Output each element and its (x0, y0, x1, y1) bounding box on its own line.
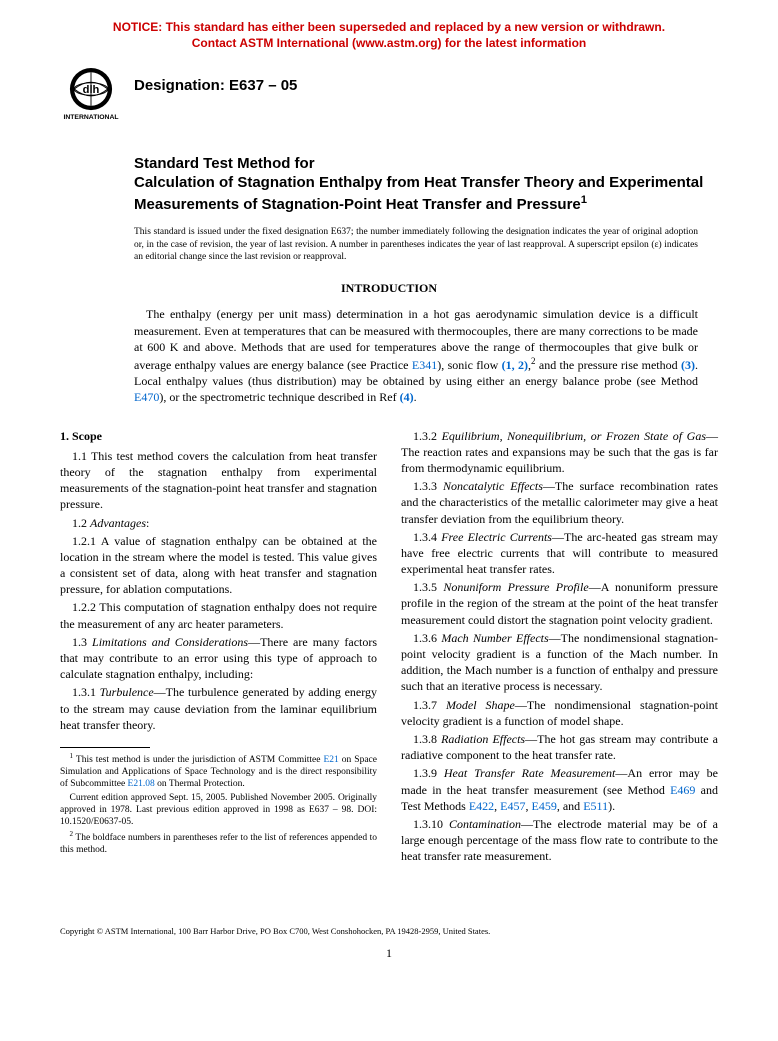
link-e511[interactable]: E511 (583, 799, 608, 813)
left-column: 1. Scope 1.1 This test method covers the… (60, 428, 377, 867)
link-refs12[interactable]: (1, 2) (502, 358, 528, 372)
p12-label: 1.2 (72, 516, 90, 530)
p13-italic: Limitations and Considerations (92, 635, 248, 649)
astm-logo: dlh INTERNATIONAL (60, 63, 122, 125)
footnotes-block: 1 This test method is under the jurisdic… (60, 752, 377, 857)
para-1-3-5: 1.3.5 Nonuniform Pressure Profile—A nonu… (401, 579, 718, 628)
para-1-3-4: 1.3.4 Free Electric Currents—The arc-hea… (401, 529, 718, 578)
title-block: Standard Test Method for Calculation of … (134, 155, 718, 214)
link-ref3[interactable]: (3) (681, 358, 695, 372)
p135-italic: Nonuniform Pressure Profile (443, 580, 588, 594)
para-1-3-2: 1.3.2 Equilibrium, Nonequilibrium, or Fr… (401, 428, 718, 477)
p136-label: 1.3.6 (413, 631, 441, 645)
intro-text-3: and the pressure rise method (536, 358, 681, 372)
right-column: 1.3.2 Equilibrium, Nonequilibrium, or Fr… (401, 428, 718, 867)
link-e21[interactable]: E21 (323, 755, 338, 765)
p137-italic: Model Shape (446, 698, 515, 712)
page-number: 1 (60, 946, 718, 961)
sep3: , and (557, 799, 583, 813)
svg-text:dlh: dlh (83, 84, 100, 96)
p138-italic: Radiation Effects (441, 732, 525, 746)
footnote-1: 1 This test method is under the jurisdic… (60, 752, 377, 791)
para-1-3-7: 1.3.7 Model Shape—The nondimensional sta… (401, 697, 718, 729)
designation-text: Designation: E637 – 05 (134, 63, 297, 94)
para-1-3-3: 1.3.3 Noncatalytic Effects—The surface r… (401, 478, 718, 527)
para-1-3-9: 1.3.9 Heat Transfer Rate Measurement—An … (401, 765, 718, 814)
p139-label: 1.3.9 (413, 766, 444, 780)
p137-label: 1.3.7 (413, 698, 446, 712)
link-e2108[interactable]: E21.08 (128, 779, 155, 789)
para-1-2: 1.2 Advantages: (60, 515, 377, 531)
intro-text-6: . (414, 390, 417, 404)
p133-label: 1.3.3 (413, 479, 443, 493)
link-e469[interactable]: E469 (670, 783, 695, 797)
p13-label: 1.3 (72, 635, 92, 649)
p132-label: 1.3.2 (413, 429, 442, 443)
link-e422[interactable]: E422 (469, 799, 494, 813)
link-e470[interactable]: E470 (134, 390, 159, 404)
footnote-2: 2 The boldface numbers in parentheses re… (60, 830, 377, 857)
p133-italic: Noncatalytic Effects (443, 479, 543, 493)
para-1-3-1: 1.3.1 Turbulence—The turbulence generate… (60, 684, 377, 733)
copyright-line: Copyright © ASTM International, 100 Barr… (60, 926, 718, 936)
notice-line1: NOTICE: This standard has either been su… (113, 20, 665, 34)
para-1-1: 1.1 This test method covers the calculat… (60, 448, 377, 513)
link-e457[interactable]: E457 (500, 799, 525, 813)
p134-label: 1.3.4 (413, 530, 441, 544)
notice-banner: NOTICE: This standard has either been su… (60, 20, 718, 51)
p135-label: 1.3.5 (413, 580, 443, 594)
link-ref4[interactable]: (4) (400, 390, 414, 404)
para-1-3-8: 1.3.8 Radiation Effects—The hot gas stre… (401, 731, 718, 763)
p138-label: 1.3.8 (413, 732, 441, 746)
footnote-rule (60, 747, 150, 748)
title-prefix: Standard Test Method for (134, 155, 718, 174)
two-column-body: 1. Scope 1.1 This test method covers the… (60, 428, 718, 867)
notice-line2: Contact ASTM International (www.astm.org… (192, 36, 586, 50)
p12-italic: Advantages (90, 516, 146, 530)
fn1-a: This test method is under the jurisdicti… (73, 755, 323, 765)
para-1-3-10: 1.3.10 Contamination—The electrode mater… (401, 816, 718, 865)
scope-heading: 1. Scope (60, 428, 377, 444)
p12-colon: : (146, 516, 149, 530)
title-main: Calculation of Stagnation Enthalpy from … (134, 174, 718, 215)
title-main-text: Calculation of Stagnation Enthalpy from … (134, 174, 703, 213)
p132-italic: Equilibrium, Nonequilibrium, or Frozen S… (442, 429, 706, 443)
p131-italic: Turbulence (100, 685, 154, 699)
introduction-body: The enthalpy (energy per unit mass) dete… (134, 306, 698, 405)
fn2-text: The boldface numbers in parentheses refe… (60, 834, 377, 856)
p136-italic: Mach Number Effects (441, 631, 548, 645)
footnote-1-para2: Current edition approved Sept. 15, 2005.… (60, 793, 377, 829)
p134-italic: Free Electric Currents (441, 530, 552, 544)
title-sup: 1 (581, 194, 587, 206)
header-row: dlh INTERNATIONAL Designation: E637 – 05 (60, 63, 718, 125)
p131-label: 1.3.1 (72, 685, 100, 699)
para-1-3: 1.3 Limitations and Considerations—There… (60, 634, 377, 683)
intro-text-5: ), or the spectrometric technique descri… (159, 390, 399, 404)
fn1-c: on Thermal Protection. (155, 779, 245, 789)
svg-text:INTERNATIONAL: INTERNATIONAL (63, 114, 118, 121)
para-1-3-6: 1.3.6 Mach Number Effects—The nondimensi… (401, 630, 718, 695)
intro-text-2: ), sonic flow (437, 358, 501, 372)
p139-c: ). (608, 799, 615, 813)
p139-italic: Heat Transfer Rate Measurement (444, 766, 616, 780)
p1310-italic: Contamination (449, 817, 521, 831)
para-1-2-2: 1.2.2 This computation of stagnation ent… (60, 599, 377, 631)
document-page: NOTICE: This standard has either been su… (0, 0, 778, 1001)
issuance-note: This standard is issued under the fixed … (134, 226, 698, 263)
link-e341[interactable]: E341 (412, 358, 437, 372)
para-1-2-1: 1.2.1 A value of stagnation enthalpy can… (60, 533, 377, 598)
p1310-label: 1.3.10 (413, 817, 449, 831)
link-e459[interactable]: E459 (532, 799, 557, 813)
introduction-heading: INTRODUCTION (60, 281, 718, 296)
